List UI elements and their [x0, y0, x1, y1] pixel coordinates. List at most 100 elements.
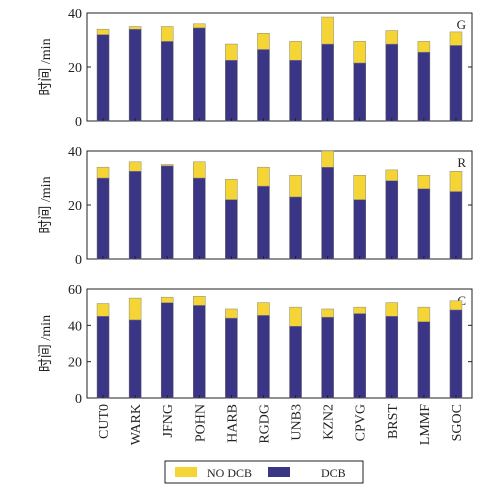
bar-no-dcb: [385, 169, 399, 181]
x-tick-label: WARK: [129, 404, 144, 445]
bar-no-dcb: [96, 28, 110, 35]
bar-dcb: [257, 49, 270, 122]
bar-dcb: [96, 316, 110, 399]
bar-dcb: [353, 62, 366, 122]
y-axis-label: 时间 /min: [38, 38, 54, 95]
bar-no-dcb: [193, 161, 206, 179]
bar-dcb: [417, 188, 431, 260]
panel-label: G: [457, 17, 466, 32]
bar-dcb: [385, 43, 399, 122]
bar-no-dcb: [449, 171, 463, 192]
bar-dcb: [417, 51, 431, 122]
bar-dcb: [385, 316, 399, 399]
bar-no-dcb: [289, 175, 302, 198]
plot-frame-G: [86, 12, 473, 122]
bar-no-dcb: [96, 166, 110, 179]
bar-dcb: [193, 177, 206, 260]
bar-no-dcb: [128, 26, 142, 30]
bar-no-dcb: [353, 306, 366, 314]
bar-no-dcb: [160, 164, 174, 167]
bar-no-dcb: [449, 300, 463, 311]
bar-dcb: [449, 309, 463, 399]
bar-no-dcb: [225, 308, 238, 319]
y-tick-label: 0: [75, 253, 82, 268]
bar-dcb: [289, 60, 302, 122]
bar-no-dcb: [193, 23, 206, 29]
bar-dcb: [417, 321, 431, 399]
bar-no-dcb: [353, 175, 366, 200]
bar-no-dcb: [321, 150, 334, 168]
bar-dcb: [321, 166, 334, 260]
y-tick-label: 60: [68, 283, 82, 298]
x-tick-label: HARB: [225, 404, 240, 443]
y-axis-label: 时间 /min: [38, 176, 54, 233]
legend-swatch: [268, 467, 290, 477]
bar-no-dcb: [385, 302, 399, 317]
bar-dcb: [160, 41, 174, 122]
bar-dcb: [449, 45, 463, 122]
y-tick-label: 20: [68, 356, 82, 371]
bar-no-dcb: [257, 302, 270, 316]
y-tick-label: 40: [68, 145, 82, 160]
bar-no-dcb: [417, 41, 431, 53]
bar-no-dcb: [257, 33, 270, 50]
bar-dcb: [193, 27, 206, 122]
x-tick-label: CPVG: [354, 404, 369, 441]
y-tick-label: 40: [68, 319, 82, 334]
y-axis-label: 时间 /min: [38, 315, 54, 372]
bar-dcb: [289, 325, 302, 399]
bar-no-dcb: [128, 297, 142, 321]
bar-no-dcb: [96, 303, 110, 317]
bar-no-dcb: [385, 30, 399, 45]
bar-no-dcb: [160, 26, 174, 42]
x-tick-label: LMMF: [418, 404, 433, 445]
bar-dcb: [128, 28, 142, 122]
bar-no-dcb: [321, 16, 334, 45]
bar-dcb: [449, 191, 463, 260]
y-tick-label: 0: [75, 392, 82, 407]
panel-label: R: [457, 155, 466, 170]
plot-frame-C: [86, 288, 473, 399]
bar-dcb: [193, 305, 206, 399]
bar-dcb: [257, 315, 270, 399]
legend-box: [164, 460, 364, 484]
bar-no-dcb: [160, 296, 174, 303]
bar-no-dcb: [193, 296, 206, 306]
x-tick-label: SGOC: [450, 404, 465, 441]
x-tick-label: UNB3: [290, 404, 305, 441]
x-tick-label: KZN2: [322, 404, 337, 440]
bar-dcb: [353, 313, 366, 399]
bar-no-dcb: [289, 306, 302, 327]
bar-no-dcb: [449, 31, 463, 46]
bar-dcb: [321, 316, 334, 399]
bar-dcb: [225, 317, 238, 399]
x-tick-label: JFNG: [161, 404, 176, 437]
x-tick-label: CUT0: [97, 404, 112, 439]
bar-dcb: [225, 199, 238, 260]
bar-no-dcb: [225, 179, 238, 200]
bar-no-dcb: [225, 43, 238, 61]
bar-dcb: [96, 34, 110, 122]
bar-no-dcb: [353, 41, 366, 64]
bar-no-dcb: [417, 306, 431, 322]
legend-label: NO DCB: [207, 466, 252, 480]
bar-dcb: [257, 185, 270, 260]
y-tick-label: 20: [68, 61, 82, 76]
bar-dcb: [385, 180, 399, 260]
bar-no-dcb: [417, 175, 431, 190]
y-tick-label: 0: [75, 115, 82, 130]
bar-dcb: [160, 302, 174, 399]
plot-frame-R: [86, 150, 473, 260]
x-tick-label: RGDG: [257, 404, 272, 444]
y-tick-label: 20: [68, 199, 82, 214]
legend-swatch: [175, 467, 197, 477]
bar-dcb: [225, 60, 238, 122]
y-tick-label: 40: [68, 7, 82, 22]
bar-dcb: [96, 177, 110, 260]
panel-label: C: [457, 293, 466, 308]
bar-dcb: [128, 171, 142, 260]
legend-label: DCB: [321, 466, 346, 480]
bar-no-dcb: [257, 166, 270, 187]
bar-dcb: [353, 199, 366, 260]
